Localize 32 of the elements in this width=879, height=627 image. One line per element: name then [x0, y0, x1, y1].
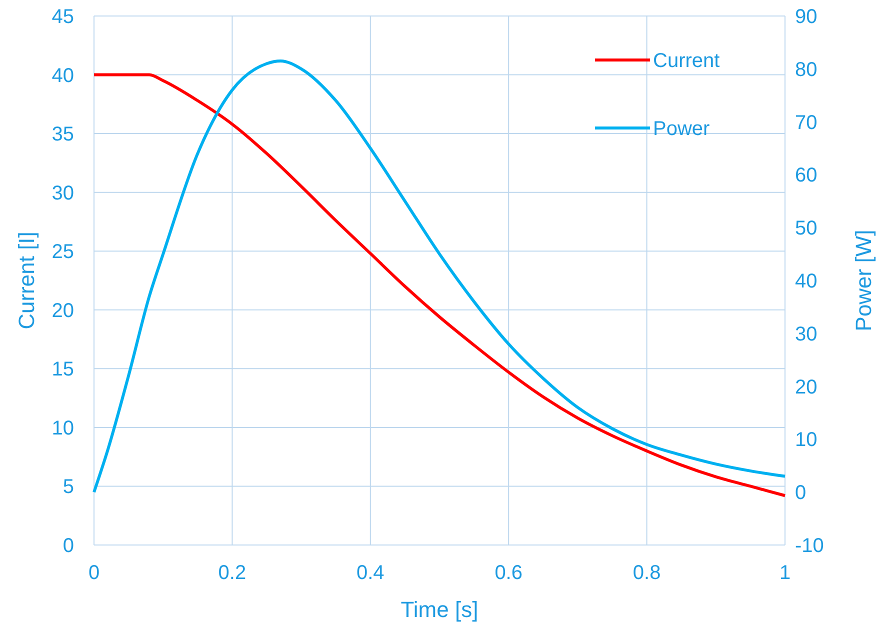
y2-tick-label: 80 [795, 58, 818, 81]
y2-tick-label: 30 [795, 323, 818, 346]
x-axis-title: Time [s] [400, 597, 478, 622]
legend-label: Current [653, 50, 720, 72]
y2-tick-label: 60 [795, 164, 818, 187]
y2-tick-label: 40 [795, 270, 818, 292]
y2-tick-label: 10 [795, 429, 818, 452]
legend-label: Power [653, 118, 710, 140]
y2-tick-label: 20 [795, 376, 818, 398]
y-tick-label: 15 [52, 358, 74, 381]
y-tick-label: 5 [62, 476, 74, 498]
y2-axis-title: Power [W] [851, 230, 876, 332]
x-tick-label: 0.6 [494, 562, 523, 584]
y-tick-label: 45 [52, 6, 74, 28]
x-tick-label: 1 [779, 562, 791, 584]
y2-tick-label: 90 [795, 6, 818, 28]
x-tick-label: 0.4 [356, 562, 384, 584]
x-tick-label: 0.8 [632, 562, 661, 584]
y-tick-label: 35 [52, 124, 74, 146]
y2-tick-label: 70 [795, 112, 818, 134]
y-tick-label: 25 [52, 241, 74, 264]
y-tick-label: 0 [62, 535, 74, 557]
y-axis-title: Current [I] [14, 232, 39, 330]
y-tick-label: 10 [52, 417, 74, 440]
y-tick-label: 30 [52, 182, 74, 204]
y2-tick-label: -10 [795, 535, 824, 557]
y-tick-label: 40 [52, 64, 74, 87]
y-tick-label: 20 [52, 300, 74, 322]
y2-tick-label: 0 [795, 482, 806, 504]
x-tick-label: 0 [88, 562, 100, 584]
y2-tick-label: 50 [795, 218, 818, 240]
x-tick-label: 0.2 [218, 562, 246, 584]
